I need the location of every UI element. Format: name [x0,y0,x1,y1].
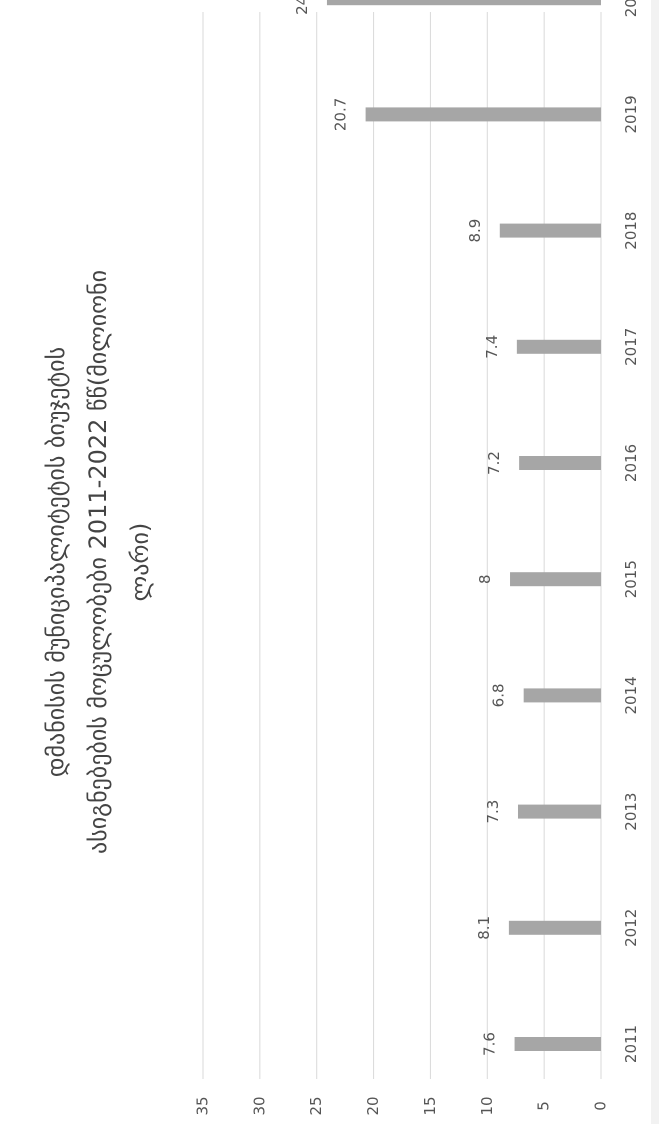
bar-2019 [365,107,601,122]
y-tick-label: 35 [194,1096,212,1115]
data-label: 6.8 [490,683,508,707]
data-label: 8 [476,574,494,584]
data-label: 7.2 [485,451,503,475]
x-tick-label: 2011 [622,1025,640,1063]
data-label: 7.4 [483,335,501,359]
x-tick-label: 2018 [622,212,640,250]
bar-2012 [508,920,601,935]
y-tick-label: 30 [250,1096,268,1115]
chart-title-line-3: ლარი) [126,523,154,602]
bar-2018 [499,223,601,238]
y-tick-label: 25 [307,1096,325,1115]
data-labels: 7.68.17.36.887.27.48.920.724.123.230.2 [293,0,508,1056]
bar-2016 [519,456,602,470]
y-tick-label: 10 [478,1096,496,1115]
x-tick-label: 2020 [622,0,640,17]
page-edge-shadow [651,0,659,1124]
data-label: 7.6 [481,1032,499,1056]
y-tick-label: 15 [421,1096,439,1115]
x-tick-label: 2019 [622,95,640,133]
bar-2011 [514,1037,602,1051]
y-tick-label: 0 [592,1101,610,1111]
y-tick-label: 20 [364,1096,382,1115]
gridlines [202,12,602,1079]
bar-2013 [517,804,602,819]
y-axis-ticks: 0 5 10 15 20 25 30 35 [194,1096,610,1115]
bars [326,0,602,1051]
data-label: 7.3 [484,800,502,824]
data-label: 20.7 [332,98,350,131]
chart-title-line-2: ასიგნებების მოცულობები 2011-2022 წწ(მილი… [84,270,112,854]
data-label: 8.9 [466,219,484,243]
bar-2014 [523,688,601,703]
x-tick-label: 2012 [622,909,640,947]
x-axis-ticks: 2011 2012 2013 2014 2015 2016 2017 2018 2019 2020… [622,0,640,1063]
bar-2017 [516,339,602,354]
rotated-chart-group: 7.68.17.36.887.27.48.920.724.123.230.2 0… [42,0,640,1116]
chart-title-line-1: დმანისის მუნიციპალიტეტის ბიუჯეტის [42,347,70,777]
bar-2015 [510,572,601,587]
x-tick-label: 2014 [622,676,640,714]
data-label: 8.1 [475,916,493,940]
y-tick-label: 5 [535,1101,553,1111]
bar-2020 [326,0,601,6]
x-tick-label: 2016 [622,444,640,482]
data-label: 24.1 [293,0,311,15]
x-tick-label: 2017 [622,328,640,366]
x-tick-label: 2013 [622,793,640,831]
x-tick-label: 2015 [622,560,640,598]
